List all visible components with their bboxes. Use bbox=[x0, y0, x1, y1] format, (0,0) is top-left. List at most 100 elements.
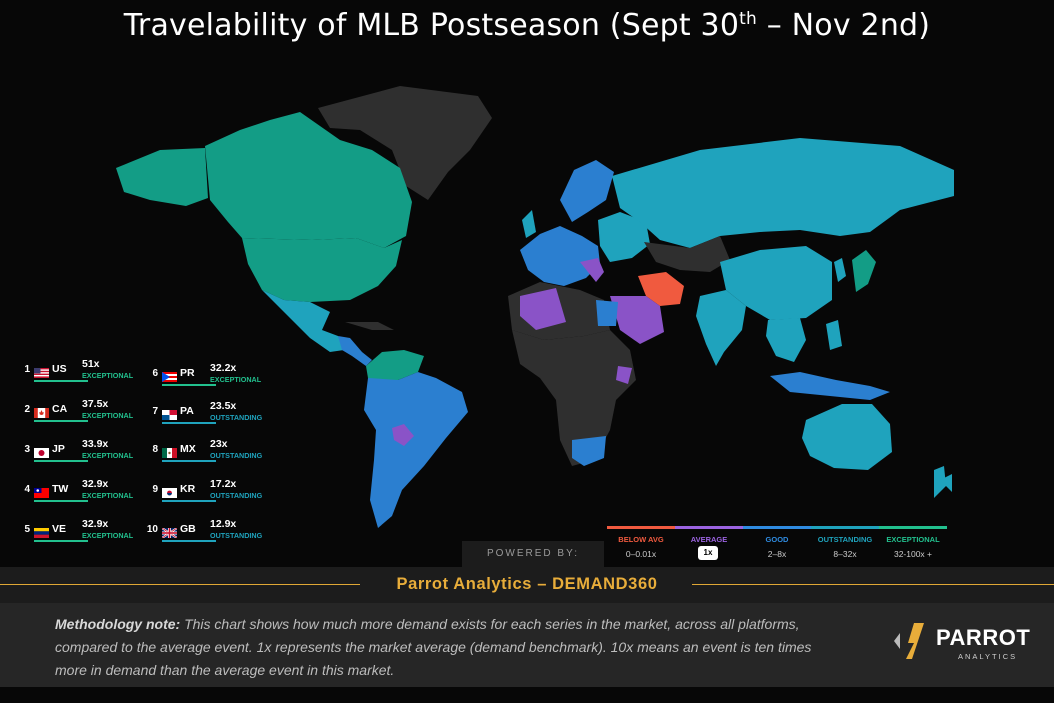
ranking-item: 1 US 51x EXCEPTIONAL bbox=[18, 358, 153, 392]
legend-bar-good bbox=[743, 526, 811, 529]
country-code: TW bbox=[52, 483, 69, 495]
ranking-number: 1 bbox=[24, 364, 30, 375]
ranking-underline bbox=[162, 384, 216, 386]
tier-label: EXCEPTIONAL bbox=[82, 371, 134, 380]
tier-label: OUTSTANDING bbox=[210, 451, 263, 460]
country-code: US bbox=[52, 363, 67, 375]
region-greenland bbox=[318, 86, 492, 200]
legend-bar-exceptional bbox=[879, 526, 947, 529]
parrot-logo: PARROT ANALYTICS bbox=[890, 621, 1040, 661]
country-code: PR bbox=[180, 367, 195, 379]
region-algeria bbox=[520, 288, 566, 330]
legend-range-below-avg: 0–0.01x bbox=[625, 549, 657, 559]
ranking-item: 10 GB 12.9x OUTSTANDING bbox=[146, 518, 281, 552]
tier-label: EXCEPTIONAL bbox=[82, 531, 134, 540]
legend-label-exceptional: EXCEPTIONAL bbox=[886, 535, 940, 544]
country-code: KR bbox=[180, 483, 196, 495]
demand-value: 32.2x bbox=[210, 362, 237, 374]
tier-label: EXCEPTIONAL bbox=[210, 375, 262, 384]
chart-title: Travelability of MLB Postseason (Sept 30… bbox=[123, 8, 931, 43]
country-code: JP bbox=[52, 443, 65, 455]
region-korea bbox=[834, 258, 846, 282]
ranking-underline bbox=[162, 500, 216, 502]
legend-bar-outstanding bbox=[811, 526, 879, 529]
tier-label: EXCEPTIONAL bbox=[82, 451, 134, 460]
logo-sub: ANALYTICS bbox=[958, 652, 1018, 661]
region-australia bbox=[802, 404, 892, 470]
parrot-icon bbox=[894, 623, 924, 659]
region-se-asia bbox=[766, 318, 806, 362]
tier-label: OUTSTANDING bbox=[210, 491, 263, 500]
region-africa-central bbox=[512, 330, 636, 466]
region-new-zealand bbox=[934, 466, 946, 498]
ranking-item: 2 CA 37.5x EXCEPTIONAL bbox=[18, 398, 153, 432]
ranking-underline bbox=[162, 460, 216, 462]
country-code: PA bbox=[180, 405, 194, 417]
tier-label: EXCEPTIONAL bbox=[82, 411, 134, 420]
banner-rule-left bbox=[0, 584, 360, 585]
ranking-underline bbox=[162, 540, 216, 542]
mx-flag-icon bbox=[162, 445, 177, 458]
demand-value: 51x bbox=[82, 358, 100, 370]
region-russia bbox=[612, 138, 954, 248]
ranking-underline bbox=[34, 500, 88, 502]
ranking-item: 5 VE 32.9x EXCEPTIONAL bbox=[18, 518, 153, 552]
legend: BELOW AVG AVERAGE GOOD OUTSTANDING EXCEP… bbox=[607, 526, 947, 566]
pr-flag-icon bbox=[162, 369, 177, 382]
ranking-underline bbox=[34, 380, 88, 382]
region-kazakhstan bbox=[644, 236, 730, 272]
ca-flag-icon bbox=[34, 405, 49, 418]
region-central-america bbox=[338, 336, 372, 366]
country-code: VE bbox=[52, 523, 67, 535]
legend-range-average: 1x bbox=[698, 546, 718, 560]
methodology-label: Methodology note: bbox=[55, 616, 181, 632]
ranking-underline bbox=[34, 540, 88, 542]
region-egypt bbox=[596, 300, 618, 326]
region-philippines bbox=[826, 320, 842, 350]
demand-value: 32.9x bbox=[82, 518, 109, 530]
demand-value: 23.5x bbox=[210, 400, 237, 412]
powered-by-label: POWERED BY: bbox=[462, 541, 604, 567]
ranking-number: 3 bbox=[24, 444, 30, 455]
region-japan bbox=[852, 250, 876, 292]
region-uk bbox=[522, 210, 536, 238]
ranking-number: 6 bbox=[152, 368, 158, 379]
ranking-item: 6 PR 32.2x EXCEPTIONAL bbox=[146, 362, 281, 396]
methodology-note: Methodology note: This chart shows how m… bbox=[55, 613, 835, 682]
kr-flag-icon bbox=[162, 485, 177, 498]
demand-value: 12.9x bbox=[210, 518, 237, 530]
logo-word: PARROT bbox=[936, 625, 1031, 650]
legend-label-good: GOOD bbox=[765, 535, 789, 544]
region-venezuela-colombia bbox=[366, 350, 424, 382]
region-mexico bbox=[262, 290, 344, 352]
region-arabia bbox=[610, 296, 664, 344]
region-antarctic-edge bbox=[940, 474, 952, 492]
region-indonesia bbox=[770, 372, 890, 400]
region-alaska bbox=[116, 148, 208, 206]
tier-label: EXCEPTIONAL bbox=[82, 491, 134, 500]
region-south-america bbox=[364, 372, 468, 528]
legend-label-average: AVERAGE bbox=[690, 535, 728, 544]
pa-flag-icon bbox=[162, 407, 177, 420]
region-europe-east bbox=[598, 212, 650, 262]
banner-text: Parrot Analytics – DEMAND360 bbox=[396, 575, 658, 593]
tw-flag-icon bbox=[34, 485, 49, 498]
legend-bar-below-avg bbox=[607, 526, 675, 529]
gb-flag-icon bbox=[161, 525, 178, 539]
world-map bbox=[116, 86, 954, 528]
demand-value: 33.9x bbox=[82, 438, 109, 450]
ranking-item: 7 PA 23.5x OUTSTANDING bbox=[146, 400, 281, 434]
demand-value: 23x bbox=[210, 438, 228, 450]
region-balkans bbox=[580, 258, 604, 282]
ranking-item: 8 MX 23x OUTSTANDING bbox=[146, 438, 281, 472]
ranking-number: 9 bbox=[152, 484, 158, 495]
ranking-underline bbox=[162, 422, 216, 424]
ranking-number: 2 bbox=[24, 404, 30, 415]
ranking-number: 4 bbox=[24, 484, 30, 495]
footer: Methodology note: This chart shows how m… bbox=[0, 603, 1054, 687]
tier-label: OUTSTANDING bbox=[210, 531, 263, 540]
demand-value: 17.2x bbox=[210, 478, 237, 490]
ranking-number: 8 bbox=[152, 444, 158, 455]
region-south-africa bbox=[572, 436, 606, 466]
legend-label-outstanding: OUTSTANDING bbox=[817, 535, 873, 544]
